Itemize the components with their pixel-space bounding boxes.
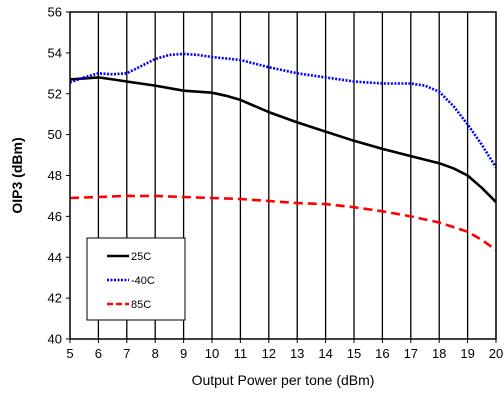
legend-label: 25C (131, 251, 151, 263)
series-line-3 (69, 194, 497, 252)
series-layer (69, 52, 498, 252)
x-tick-label: 7 (123, 346, 130, 361)
x-tick-label: 12 (262, 346, 276, 361)
y-tick-label: 44 (48, 250, 62, 265)
x-tick-label: 20 (489, 346, 503, 361)
y-tick-label: 40 (48, 332, 62, 347)
x-axis-label: Output Power per tone (dBm) (192, 372, 375, 388)
series-line-2 (69, 52, 498, 168)
x-tick-label: 17 (404, 346, 418, 361)
x-tick-label: 13 (290, 346, 304, 361)
x-tick-label: 19 (460, 346, 474, 361)
x-tick-label: 5 (66, 346, 73, 361)
x-tick-label: 8 (152, 346, 159, 361)
x-tick-label: 10 (205, 346, 219, 361)
x-tick-label: 16 (375, 346, 389, 361)
x-tick-label: 18 (432, 346, 446, 361)
y-tick-label: 48 (48, 168, 62, 183)
y-tick-label: 54 (48, 45, 62, 60)
x-tick-label: 14 (318, 346, 332, 361)
y-tick-label: 52 (48, 86, 62, 101)
y-axis-label: OIP3 (dBm) (9, 137, 25, 213)
x-tick-label: 11 (234, 346, 248, 361)
legend-box (86, 237, 186, 321)
x-tick-label: 15 (347, 346, 361, 361)
series-line-1 (69, 76, 497, 204)
y-tick-label: 46 (48, 209, 62, 224)
x-tick-label: 6 (95, 346, 102, 361)
x-tick-label: 9 (180, 346, 187, 361)
y-tick-label: 42 (48, 291, 62, 306)
y-tick-label: 50 (48, 127, 62, 142)
legend-label: -40C (131, 275, 155, 287)
legend: 25C -40C 85C (86, 237, 186, 321)
legend-label: 85C (131, 299, 151, 311)
y-tick-label: 56 (48, 5, 62, 20)
tick-layer: 5 6 7 8 9 10 11 12 13 14 15 16 17 18 19 204042444648505… (48, 5, 504, 362)
